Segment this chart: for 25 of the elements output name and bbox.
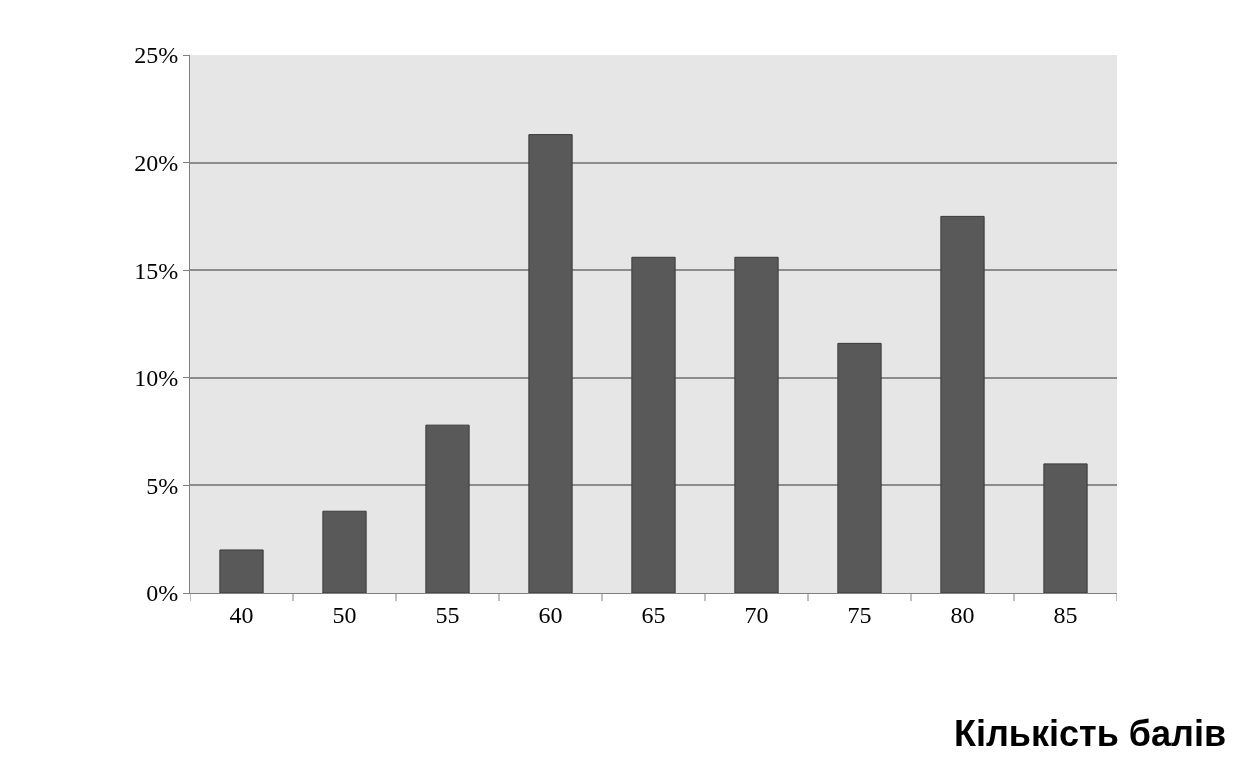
y-tick-label: 20% <box>134 150 179 176</box>
bar <box>734 256 779 593</box>
bar <box>219 549 264 593</box>
bar <box>425 424 470 593</box>
y-tick-label: 10% <box>134 365 179 392</box>
x-tick-label: 55 <box>435 601 460 628</box>
x-tick-label: 40 <box>229 601 254 628</box>
y-tick-label: 0% <box>146 580 179 607</box>
x-tick-label: 65 <box>641 601 666 628</box>
bar <box>1043 463 1088 593</box>
y-tick-label: 15% <box>134 257 179 284</box>
x-tick-label: 85 <box>1053 601 1078 628</box>
x-tick-label: 50 <box>332 601 357 628</box>
x-tick-label: 80 <box>950 601 975 628</box>
y-tick-label: 5% <box>146 472 179 499</box>
bar <box>322 510 367 593</box>
bar <box>837 342 882 593</box>
bar <box>940 215 985 593</box>
y-tick-label: 25% <box>134 42 179 69</box>
x-tick-label: 70 <box>744 601 769 628</box>
x-axis-title: Кількість балів <box>954 713 1227 754</box>
bar <box>528 134 573 593</box>
x-tick-label: 75 <box>847 601 872 628</box>
x-tick-label: 60 <box>538 601 563 628</box>
bar <box>631 256 676 593</box>
